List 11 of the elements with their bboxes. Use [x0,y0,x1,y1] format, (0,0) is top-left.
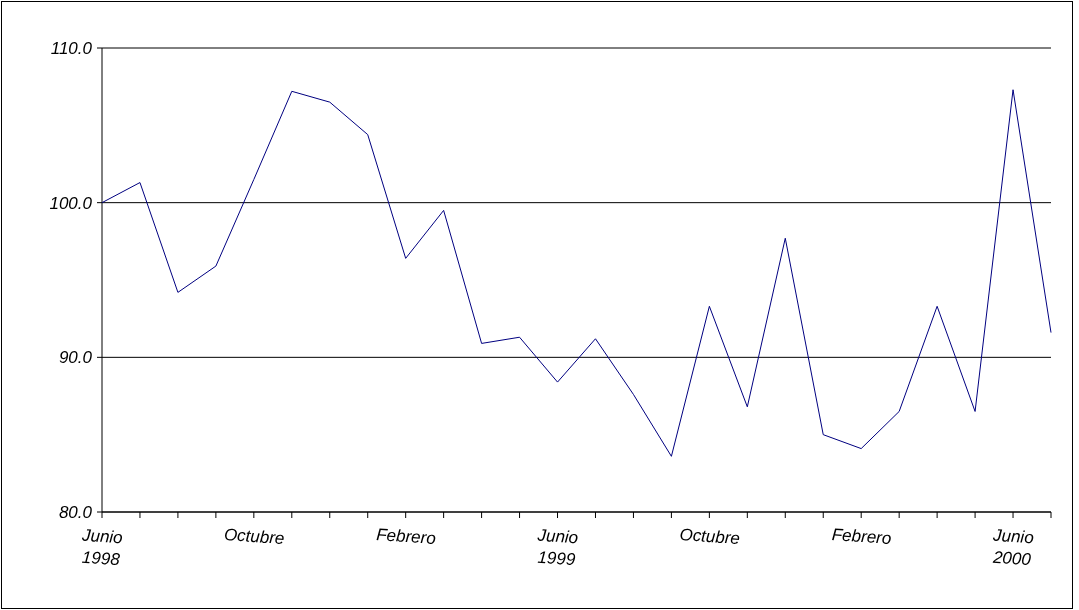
x-tick-label: Junio 1999 [535,525,579,570]
x-tick-label: Febrero [375,524,437,549]
x-tick-label: Junio 2000 [991,525,1035,570]
y-tick-label: 100.0 [49,193,93,213]
y-tick-label: 110.0 [50,38,93,58]
y-tick-label: 80.0 [58,502,93,522]
x-tick-label: Junio 1998 [80,525,124,570]
x-tick-label: Octubre [678,524,741,549]
x-tick-label: Febrero [831,524,892,549]
x-tick-label: Octubre [223,524,286,549]
y-tick-label: 90.0 [58,348,93,368]
